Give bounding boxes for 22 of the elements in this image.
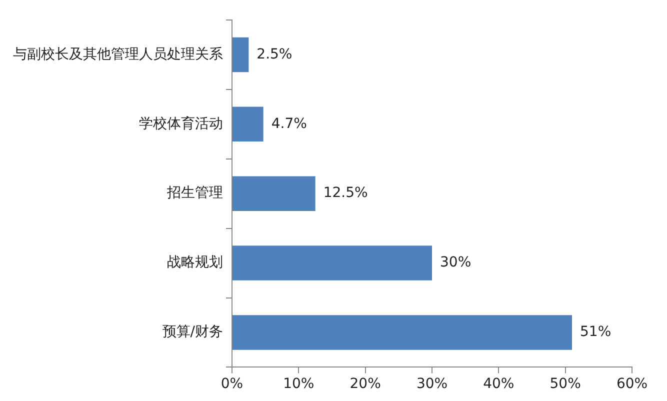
- y-tick-label: 战略规划: [167, 254, 223, 271]
- y-tick-label: 招生管理: [166, 185, 223, 202]
- x-tick-label: 30%: [416, 376, 448, 392]
- data-label: 12.5%: [323, 185, 368, 202]
- bar: [232, 176, 316, 211]
- data-label: 51%: [580, 324, 612, 340]
- x-tick-label: 60%: [616, 376, 648, 392]
- x-tick-label: 0%: [220, 376, 244, 392]
- bar: [232, 246, 432, 280]
- x-tick-label: 10%: [283, 376, 314, 392]
- y-tick-label: 预算/财务: [162, 324, 223, 340]
- x-tick-label: 40%: [483, 376, 514, 392]
- data-label: 2.5%: [256, 46, 292, 62]
- data-label: 30%: [440, 254, 472, 271]
- y-tick-label: 学校体育活动: [139, 114, 223, 132]
- bar: [232, 37, 249, 72]
- bar: [232, 315, 572, 350]
- x-tick-label: 50%: [550, 376, 581, 392]
- x-tick-label: 20%: [350, 376, 381, 392]
- bar: [232, 106, 264, 142]
- y-tick-label: 与副校长及其他管理人员处理关系: [13, 46, 223, 62]
- data-label: 4.7%: [271, 116, 307, 132]
